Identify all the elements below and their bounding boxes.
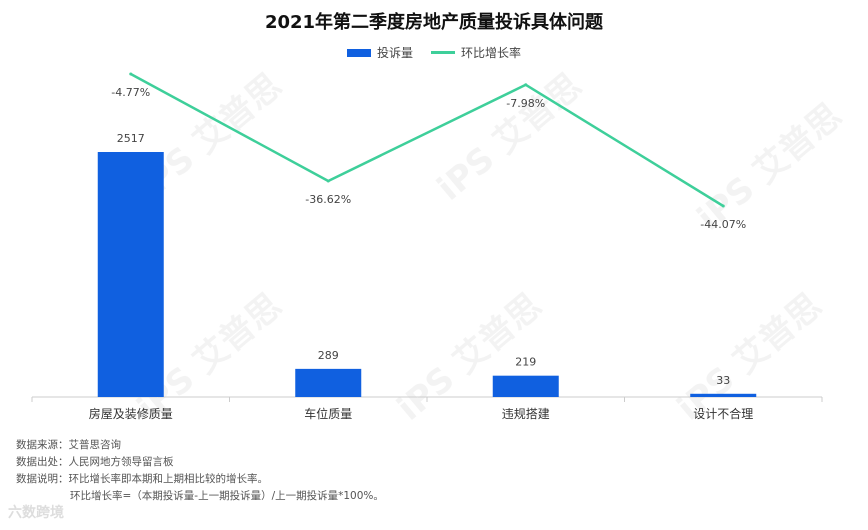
chart-title: 2021年第二季度房地产质量投诉具体问题	[264, 12, 604, 33]
x-tick-label: 房屋及装修质量	[89, 406, 173, 421]
chart-legend: 投诉量 环比增长率	[0, 44, 868, 61]
line-value-label: -36.62%	[305, 193, 351, 206]
x-tick-label: 车位质量	[304, 406, 352, 421]
legend-swatch-line	[431, 51, 455, 54]
bar-value-label: 219	[515, 356, 536, 369]
chart-plot: 2517 289 219 33 房屋及装修质量 车位质量 违规搭建 设计不合理 -4.77% -3…	[31, 72, 823, 421]
bar	[492, 375, 559, 397]
line-point	[721, 204, 725, 208]
bar	[295, 368, 362, 397]
bar-value-label: 2517	[117, 132, 145, 145]
legend-label-bar: 投诉量	[376, 46, 413, 60]
line-point	[326, 179, 330, 183]
bar	[690, 393, 757, 397]
legend-label-line: 环比增长率	[461, 46, 522, 60]
line-point	[129, 72, 133, 76]
bar-value-label: 33	[716, 374, 730, 387]
bar	[97, 152, 164, 397]
bar-value-label: 289	[318, 349, 339, 362]
brand-logo: 六数跨境	[8, 505, 64, 521]
note-formula: 环比增长率=（本期投诉量-上一期投诉量）/上一期投诉量*100%。	[70, 490, 384, 502]
line-value-label: -7.98%	[506, 97, 545, 110]
legend-swatch-bar	[346, 48, 371, 57]
series-line	[130, 72, 724, 208]
line-value-label: -44.07%	[700, 218, 746, 231]
note-source: 数据来源：艾普思咨询	[16, 439, 121, 451]
x-tick-label: 设计不合理	[693, 406, 753, 421]
line-point	[524, 83, 528, 87]
note-explain: 数据说明：环比增长率即本期和上期相比较的增长率。	[16, 473, 268, 485]
x-tick-label: 违规搭建	[502, 406, 550, 421]
note-origin: 数据出处：人民网地方领导留言板	[16, 456, 174, 468]
chart-notes: 数据来源：艾普思咨询 数据出处：人民网地方领导留言板 数据说明：环比增长率即本期…	[16, 437, 384, 505]
legend-item-line[interactable]: 环比增长率	[431, 44, 521, 61]
legend-item-bar[interactable]: 投诉量	[346, 44, 413, 61]
line-value-label: -4.77%	[111, 86, 150, 99]
